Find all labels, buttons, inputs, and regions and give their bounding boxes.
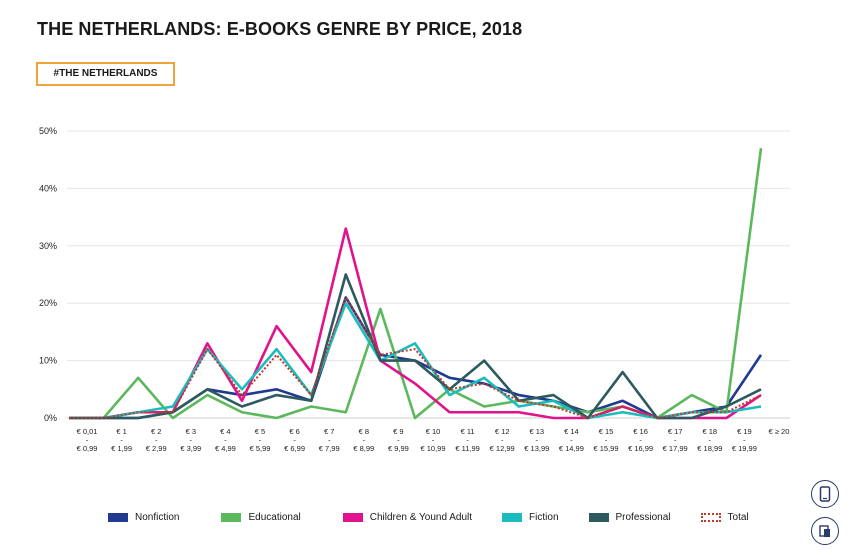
legend-label: Nonfiction bbox=[135, 512, 180, 523]
legend-label: Professional bbox=[615, 512, 671, 523]
legend-label: Educational bbox=[248, 512, 301, 523]
y-tick-label: 50% bbox=[39, 126, 57, 136]
x-tick-label: € 4 -€ 4,99 bbox=[215, 427, 236, 453]
y-tick-label: 0% bbox=[44, 413, 57, 423]
page-title: THE NETHERLANDS: E-BOOKS GENRE BY PRICE,… bbox=[37, 19, 523, 39]
legend-swatch bbox=[342, 513, 363, 522]
x-tick-label: € 0,01 -€ 0,99 bbox=[77, 427, 98, 453]
x-tick-label: € 9 -€ 9,99 bbox=[388, 427, 409, 453]
book-icon[interactable] bbox=[811, 517, 839, 545]
series-line-professional bbox=[69, 273, 762, 420]
x-tick-label: € 8 -€ 8,99 bbox=[353, 427, 374, 453]
legend-swatch bbox=[700, 513, 721, 522]
legend-item[interactable]: Nonfiction bbox=[108, 512, 179, 523]
x-tick-label: € 16 -€ 16,99 bbox=[628, 427, 653, 453]
legend-label: Children & Yound Adult bbox=[369, 512, 473, 523]
x-tick-label: € ≥ 20 bbox=[769, 427, 790, 436]
x-tick-label: € 12 -€ 12,99 bbox=[490, 427, 515, 453]
x-tick-label: € 7 -€ 7,99 bbox=[319, 427, 340, 453]
legend-swatch bbox=[221, 513, 242, 522]
x-tick-label: € 11 -€ 11,99 bbox=[455, 427, 479, 453]
legend-item[interactable]: Professional bbox=[588, 512, 671, 523]
x-tick-label: € 19 -€ 19,99 bbox=[732, 427, 757, 453]
x-tick-label: € 1 -€ 1,99 bbox=[111, 427, 132, 453]
x-tick-label: € 13 -€ 13,99 bbox=[524, 427, 549, 453]
x-tick-label: € 10 -€ 10,99 bbox=[420, 427, 445, 453]
y-tick-label: 10% bbox=[39, 356, 57, 366]
y-tick-label: 30% bbox=[39, 241, 57, 251]
line-chart: 0% 10% 20% 30% 40% 50% € 0,01 -€ 0,99 € 1 -€ 1,99… bbox=[39, 126, 790, 453]
legend-swatch bbox=[588, 513, 609, 522]
legend-item[interactable]: Children & Yound Adult bbox=[342, 512, 473, 523]
legend-label: Total bbox=[727, 512, 749, 523]
legend-label: Fiction bbox=[529, 512, 559, 523]
series-line-fiction bbox=[69, 301, 762, 420]
series-line-nonfiction bbox=[69, 296, 763, 420]
x-tick-label: € 6 -€ 6,99 bbox=[284, 427, 305, 453]
legend-swatch bbox=[502, 513, 523, 522]
x-tick-label: € 18 -€ 18,99 bbox=[697, 427, 722, 453]
legend-item[interactable]: Fiction bbox=[502, 512, 559, 523]
country-tag[interactable]: #THE NETHERLANDS bbox=[36, 62, 175, 86]
y-tick-label: 20% bbox=[39, 298, 57, 308]
x-tick-label: € 17 -€ 17,99 bbox=[663, 427, 688, 453]
series-line-total bbox=[69, 296, 762, 419]
mobile-icon[interactable] bbox=[811, 480, 839, 508]
chart-legend: Nonfiction Educational Children & Yound Ad… bbox=[108, 512, 771, 523]
x-tick-label: € 2 -€ 2,99 bbox=[146, 427, 167, 453]
x-tick-label: € 5 -€ 5,99 bbox=[250, 427, 271, 453]
legend-item[interactable]: Educational bbox=[221, 512, 301, 523]
legend-swatch bbox=[108, 513, 128, 522]
x-tick-label: € 3 -€ 3,99 bbox=[180, 427, 201, 453]
x-tick-label: € 14 -€ 14,99 bbox=[559, 427, 584, 453]
y-tick-label: 40% bbox=[39, 183, 57, 193]
legend-item[interactable]: Total bbox=[700, 512, 749, 523]
x-tick-label: € 15 -€ 15,99 bbox=[593, 427, 618, 453]
series-line-children-yound-adult bbox=[69, 227, 762, 420]
